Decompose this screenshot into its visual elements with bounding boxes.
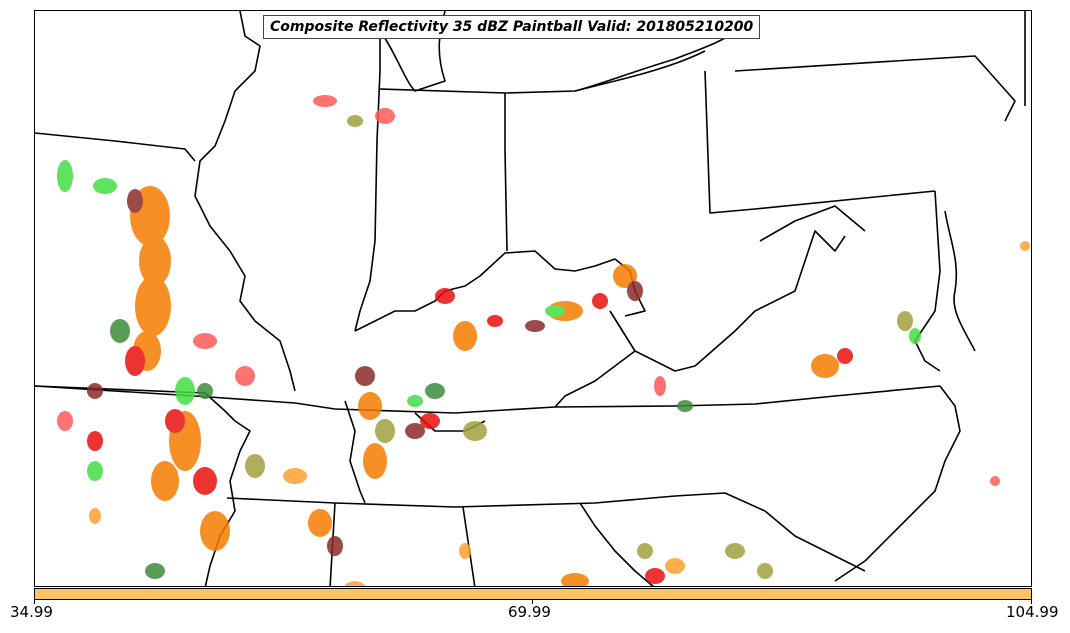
colorbar-tick-mark-mid	[532, 600, 533, 604]
colorbar	[34, 588, 1032, 600]
map-canvas	[35, 11, 1030, 586]
colorbar-tick-label-mid: 69.99	[508, 603, 551, 621]
colorbar-tick-mark-max	[1031, 600, 1032, 604]
colorbar-tick-label-min: 34.99	[10, 603, 53, 621]
colorbar-tick-mark-min	[34, 600, 35, 604]
state-boundaries	[35, 11, 1026, 586]
reflectivity-paintball	[57, 95, 1030, 586]
colorbar-tick-label-max: 104.99	[1006, 603, 1059, 621]
map-panel	[34, 10, 1032, 587]
map-title: Composite Reflectivity 35 dBZ Paintball …	[263, 15, 761, 39]
